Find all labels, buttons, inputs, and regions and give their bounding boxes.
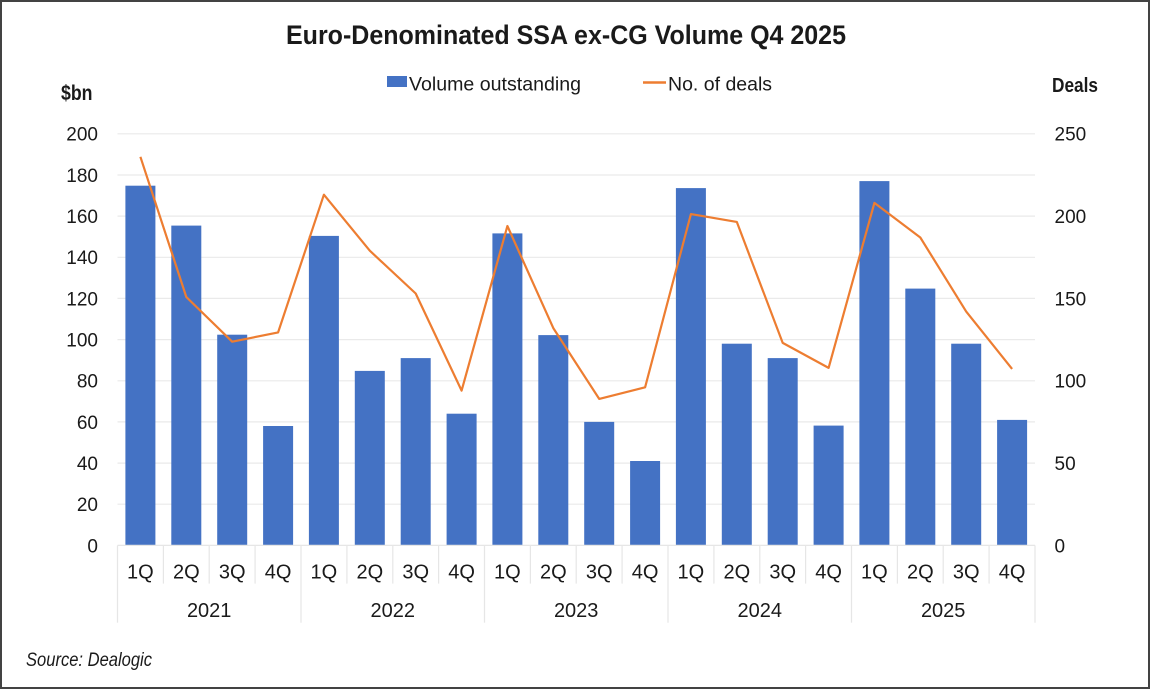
- svg-text:No. of deals: No. of deals: [668, 74, 772, 96]
- svg-text:250: 250: [1055, 125, 1087, 146]
- svg-text:100: 100: [66, 331, 98, 352]
- svg-text:160: 160: [66, 207, 98, 228]
- svg-text:100: 100: [1055, 372, 1087, 393]
- svg-text:2Q: 2Q: [723, 561, 750, 583]
- svg-text:Euro-Denominated SSA ex-CG Vol: Euro-Denominated SSA ex-CG Volume Q4 202…: [286, 20, 846, 50]
- svg-text:1Q: 1Q: [861, 561, 888, 583]
- svg-text:200: 200: [66, 125, 98, 146]
- svg-text:4Q: 4Q: [999, 561, 1026, 583]
- svg-text:Source: Dealogic: Source: Dealogic: [26, 649, 152, 671]
- svg-text:3Q: 3Q: [219, 561, 246, 583]
- svg-text:60: 60: [77, 413, 98, 434]
- svg-text:2Q: 2Q: [173, 561, 200, 583]
- svg-text:2022: 2022: [371, 600, 416, 622]
- svg-text:4Q: 4Q: [632, 561, 659, 583]
- svg-text:4Q: 4Q: [815, 561, 842, 583]
- svg-text:2024: 2024: [738, 600, 783, 622]
- svg-text:0: 0: [1055, 536, 1066, 557]
- svg-text:80: 80: [77, 372, 98, 393]
- svg-text:4Q: 4Q: [448, 561, 475, 583]
- svg-text:40: 40: [77, 454, 98, 475]
- svg-text:150: 150: [1055, 289, 1087, 310]
- svg-text:2023: 2023: [554, 600, 599, 622]
- svg-text:3Q: 3Q: [586, 561, 613, 583]
- svg-text:4Q: 4Q: [265, 561, 292, 583]
- svg-text:3Q: 3Q: [402, 561, 429, 583]
- svg-text:180: 180: [66, 166, 98, 187]
- svg-text:Deals: Deals: [1052, 75, 1098, 97]
- svg-text:$bn: $bn: [61, 82, 93, 105]
- svg-text:2Q: 2Q: [540, 561, 567, 583]
- svg-text:2025: 2025: [921, 600, 966, 622]
- svg-text:2021: 2021: [187, 600, 232, 622]
- svg-text:1Q: 1Q: [494, 561, 521, 583]
- svg-text:2Q: 2Q: [907, 561, 934, 583]
- svg-text:2Q: 2Q: [356, 561, 383, 583]
- svg-text:0: 0: [87, 536, 98, 557]
- svg-text:50: 50: [1055, 454, 1076, 475]
- svg-text:140: 140: [66, 248, 98, 269]
- svg-text:3Q: 3Q: [953, 561, 980, 583]
- svg-text:200: 200: [1055, 207, 1087, 228]
- svg-text:20: 20: [77, 495, 98, 516]
- svg-text:120: 120: [66, 289, 98, 310]
- svg-text:1Q: 1Q: [311, 561, 338, 583]
- svg-text:Volume outstanding: Volume outstanding: [409, 74, 581, 96]
- svg-text:1Q: 1Q: [678, 561, 705, 583]
- svg-text:1Q: 1Q: [127, 561, 154, 583]
- svg-text:3Q: 3Q: [769, 561, 796, 583]
